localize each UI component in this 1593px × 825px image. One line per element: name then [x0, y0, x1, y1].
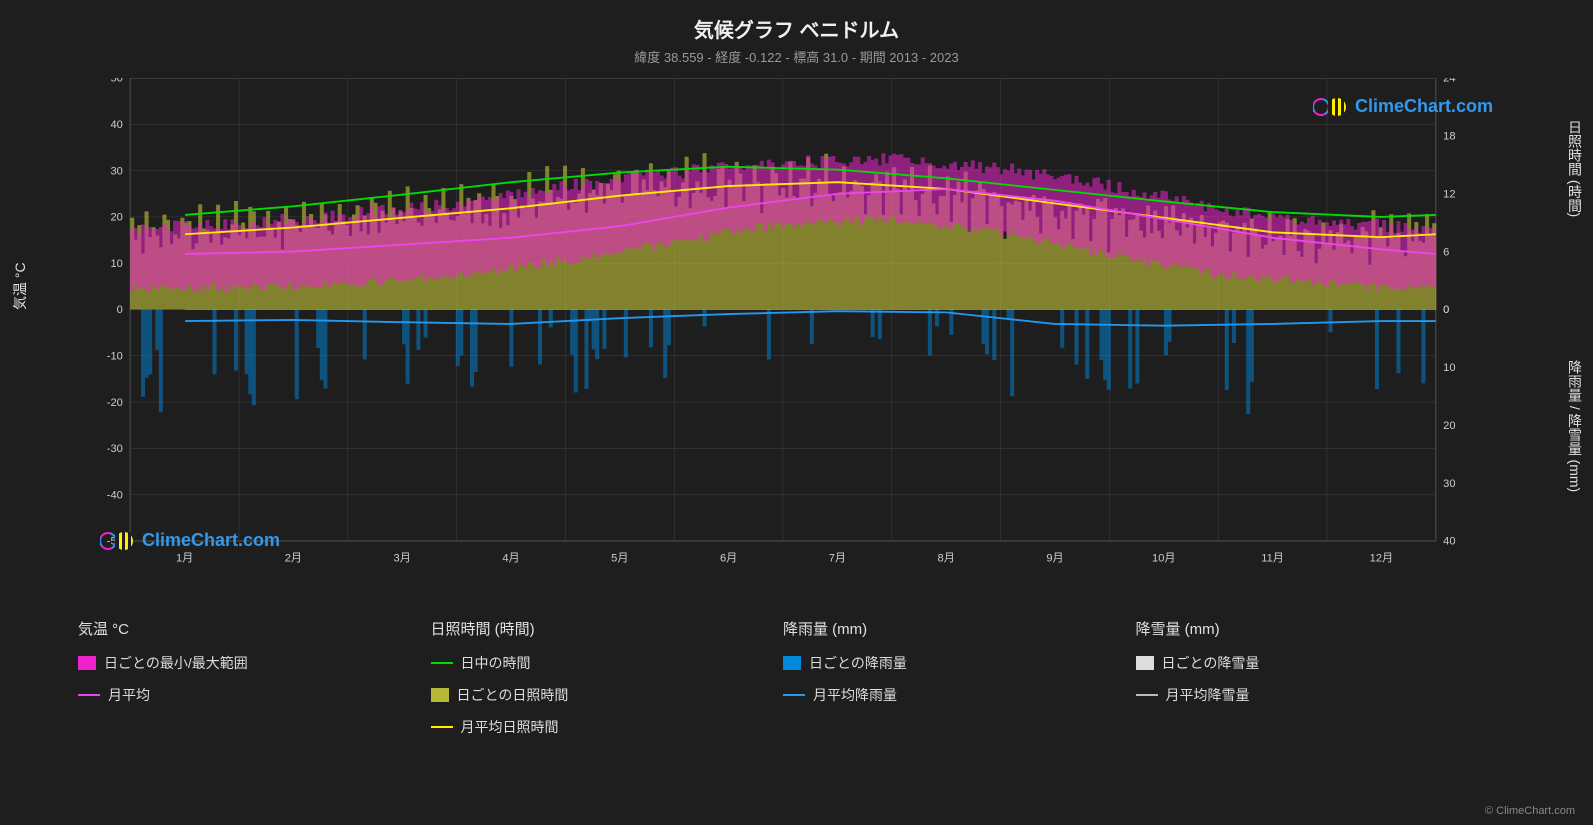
- legend-column: 日照時間 (時間) 日中の時間日ごとの日照時間月平均日照時間: [431, 618, 784, 749]
- svg-text:24: 24: [1443, 78, 1455, 85]
- legend-header: 降雨量 (mm): [783, 618, 1136, 639]
- svg-text:6月: 6月: [720, 552, 737, 564]
- legend-header: 気温 °C: [78, 618, 431, 639]
- legend-label: 月平均降雨量: [813, 685, 897, 705]
- legend-label: 日ごとの降雨量: [809, 653, 907, 673]
- legend-item: 日ごとの日照時間: [431, 685, 784, 705]
- y-axis-left-label: 気温 °C: [10, 262, 30, 310]
- svg-text:10月: 10月: [1152, 552, 1175, 564]
- legend-swatch-icon: [1136, 656, 1154, 670]
- svg-text:2月: 2月: [285, 552, 302, 564]
- svg-text:3月: 3月: [394, 552, 411, 564]
- svg-text:9月: 9月: [1046, 552, 1063, 564]
- legend-item: 月平均降雨量: [783, 685, 1136, 705]
- svg-text:-10: -10: [107, 350, 123, 362]
- chart-svg: 50403020100-10-20-30-40-5024181260010203…: [78, 78, 1488, 578]
- legend-label: 月平均日照時間: [461, 717, 559, 737]
- legend-item: 日ごとの降雪量: [1136, 653, 1489, 673]
- svg-text:5月: 5月: [611, 552, 628, 564]
- svg-text:4月: 4月: [502, 552, 519, 564]
- svg-text:30: 30: [110, 165, 122, 177]
- climechart-logo-icon: [100, 531, 136, 551]
- legend-label: 日ごとの最小/最大範囲: [104, 653, 248, 673]
- legend-header: 降雪量 (mm): [1136, 618, 1489, 639]
- chart-plot-area: 50403020100-10-20-30-40-5024181260010203…: [78, 78, 1488, 578]
- svg-text:-40: -40: [107, 489, 123, 501]
- legend-column: 降雪量 (mm) 日ごとの降雪量月平均降雪量: [1136, 618, 1489, 749]
- climechart-logo-icon: [1313, 97, 1349, 117]
- legend-item: 日ごとの降雨量: [783, 653, 1136, 673]
- legend-line-icon: [783, 694, 805, 696]
- svg-text:18: 18: [1443, 131, 1455, 143]
- svg-text:40: 40: [1443, 536, 1455, 548]
- legend-label: 日ごとの日照時間: [457, 685, 569, 705]
- legend-line-icon: [431, 662, 453, 664]
- watermark-top: ClimeChart.com: [1313, 96, 1493, 117]
- y-axis-right-bottom-label: 降雨量 / 降雪量 (mm): [1565, 360, 1585, 492]
- svg-text:-20: -20: [107, 397, 123, 409]
- legend-item: 月平均降雪量: [1136, 685, 1489, 705]
- legend-swatch-icon: [78, 656, 96, 670]
- svg-text:1月: 1月: [176, 552, 193, 564]
- credit-text: © ClimeChart.com: [1485, 805, 1575, 817]
- legend-header: 日照時間 (時間): [431, 618, 784, 639]
- svg-text:40: 40: [110, 119, 122, 131]
- svg-text:50: 50: [110, 78, 122, 85]
- svg-text:20: 20: [1443, 420, 1455, 432]
- svg-text:10: 10: [110, 258, 122, 270]
- legend-label: 月平均: [108, 685, 150, 705]
- legend-item: 日ごとの最小/最大範囲: [78, 653, 431, 673]
- svg-text:8月: 8月: [938, 552, 955, 564]
- watermark-text: ClimeChart.com: [142, 530, 280, 551]
- y-axis-right-top-label: 日照時間 (時間): [1565, 120, 1585, 217]
- legend-item: 月平均: [78, 685, 431, 705]
- chart-title: 気候グラフ ベニドルム: [0, 0, 1593, 43]
- svg-text:6: 6: [1443, 246, 1449, 258]
- legend: 気温 °C 日ごとの最小/最大範囲月平均 日照時間 (時間) 日中の時間日ごとの日照時…: [78, 618, 1488, 749]
- svg-text:-30: -30: [107, 443, 123, 455]
- watermark-text: ClimeChart.com: [1355, 96, 1493, 117]
- legend-line-icon: [78, 694, 100, 696]
- legend-column: 降雨量 (mm) 日ごとの降雨量月平均降雨量: [783, 618, 1136, 749]
- legend-item: 日中の時間: [431, 653, 784, 673]
- svg-text:12: 12: [1443, 188, 1455, 200]
- svg-text:0: 0: [1443, 304, 1449, 316]
- legend-line-icon: [431, 726, 453, 728]
- legend-line-icon: [1136, 694, 1158, 696]
- svg-text:20: 20: [110, 212, 122, 224]
- svg-text:10: 10: [1443, 362, 1455, 374]
- legend-label: 日ごとの降雪量: [1162, 653, 1260, 673]
- svg-text:0: 0: [117, 304, 123, 316]
- legend-item: 月平均日照時間: [431, 717, 784, 737]
- chart-subtitle: 緯度 38.559 - 経度 -0.122 - 標高 31.0 - 期間 201…: [0, 47, 1593, 66]
- legend-column: 気温 °C 日ごとの最小/最大範囲月平均: [78, 618, 431, 749]
- svg-text:7月: 7月: [829, 552, 846, 564]
- watermark-bottom: ClimeChart.com: [100, 530, 280, 551]
- legend-label: 日中の時間: [461, 653, 531, 673]
- svg-text:12月: 12月: [1370, 552, 1393, 564]
- svg-text:30: 30: [1443, 478, 1455, 490]
- legend-swatch-icon: [431, 688, 449, 702]
- svg-text:11月: 11月: [1261, 552, 1284, 564]
- legend-swatch-icon: [783, 656, 801, 670]
- legend-label: 月平均降雪量: [1166, 685, 1250, 705]
